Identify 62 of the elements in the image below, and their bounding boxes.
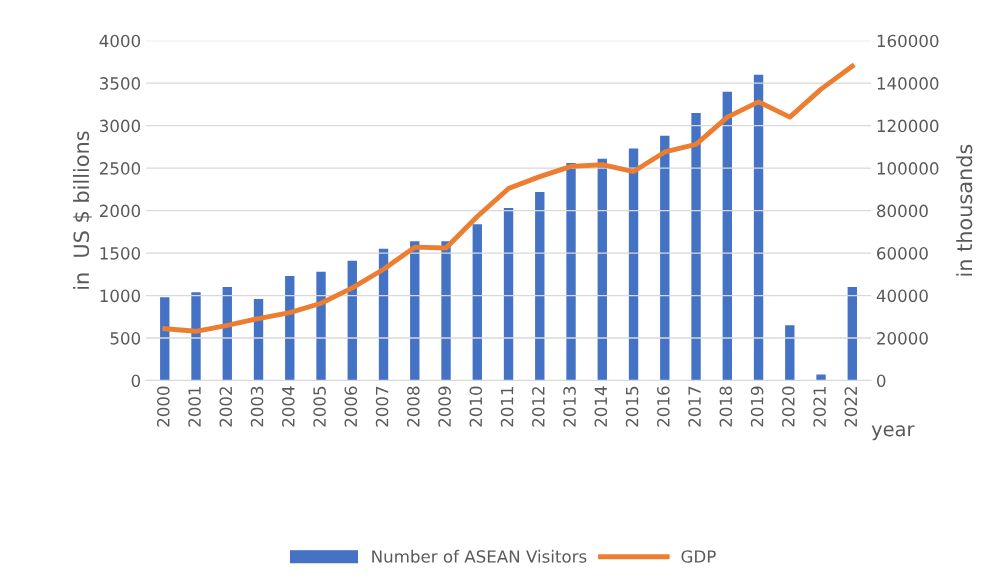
x-tick-label: 2006 — [344, 386, 358, 427]
x-tick-label: 2012 — [532, 387, 545, 427]
x-tick-label: 2014 — [594, 386, 608, 427]
bar — [503, 208, 514, 381]
x-tick-label: 2000 — [157, 386, 170, 427]
bar — [785, 325, 795, 381]
x-axis-title: year — [871, 425, 915, 441]
x-tick-label: 2003 — [250, 386, 264, 427]
y-tick-label: 1000 — [100, 289, 141, 303]
y2-tick-label: 120000 — [877, 119, 939, 133]
x-tick-label: 2013 — [563, 386, 576, 427]
bar — [316, 271, 326, 381]
legend-label: GDP — [681, 550, 716, 563]
y-tick-label: 0 — [131, 374, 141, 388]
y2-tick-label: 140000 — [877, 77, 939, 90]
x-tick-label: 2011 — [500, 386, 514, 427]
x-tick-label: 2002 — [219, 387, 233, 427]
x-tick-label: 2016 — [657, 386, 670, 427]
line-series — [162, 63, 855, 334]
x-tick-label: 2001 — [188, 386, 201, 427]
bar — [472, 224, 482, 381]
y-tick-label: 1500 — [100, 247, 141, 260]
x-tick-label: 2015 — [625, 386, 639, 427]
bar — [566, 163, 576, 381]
bar — [191, 292, 201, 381]
y2-tick-label: 20000 — [877, 332, 928, 345]
x-tick-label: 2005 — [313, 386, 326, 427]
y2-tick-label: 100000 — [877, 162, 939, 175]
y2-tick-label: 40000 — [876, 289, 928, 303]
x-tick-label: 2009 — [438, 386, 451, 427]
y-tick-label: 4000 — [99, 34, 141, 48]
y2-tick-label: 60000 — [877, 247, 928, 260]
bar — [722, 91, 732, 381]
bar — [441, 241, 451, 381]
bar — [628, 148, 639, 381]
bar — [753, 74, 764, 381]
x-tick-label: 2018 — [719, 386, 733, 427]
y-tick-label: 2000 — [99, 204, 141, 218]
x-tick-label: 2021 — [813, 386, 826, 427]
legend-label: Number of ASEAN Visitors — [372, 549, 587, 563]
x-tick-label: 2010 — [469, 386, 483, 427]
x-tick-label: 2007 — [375, 386, 389, 427]
y2-tick-label: 0 — [877, 374, 886, 388]
bar — [535, 191, 545, 381]
bar — [691, 112, 701, 381]
y-tick-label: 2500 — [99, 162, 141, 175]
y-tick-label: 3500 — [100, 77, 141, 90]
y2-tick-label: 80000 — [877, 204, 928, 218]
x-tick-label: 2022 — [844, 387, 858, 427]
x-tick-label: 2019 — [750, 386, 764, 427]
y2-tick-label: 160000 — [877, 34, 939, 48]
x-tick-label: 2020 — [782, 386, 795, 427]
y-tick-label: 500 — [110, 332, 141, 345]
x-tick-label: 2004 — [282, 386, 295, 427]
bar — [597, 158, 607, 381]
bar — [847, 287, 857, 381]
y-axis-title: in US $ billions — [73, 131, 92, 289]
y-tick-label: 3000 — [100, 119, 141, 133]
x-tick-label: 2017 — [688, 386, 701, 427]
y2-axis-title: in thousands — [956, 144, 973, 276]
x-tick-label: 2008 — [407, 386, 420, 427]
bar — [660, 135, 670, 381]
